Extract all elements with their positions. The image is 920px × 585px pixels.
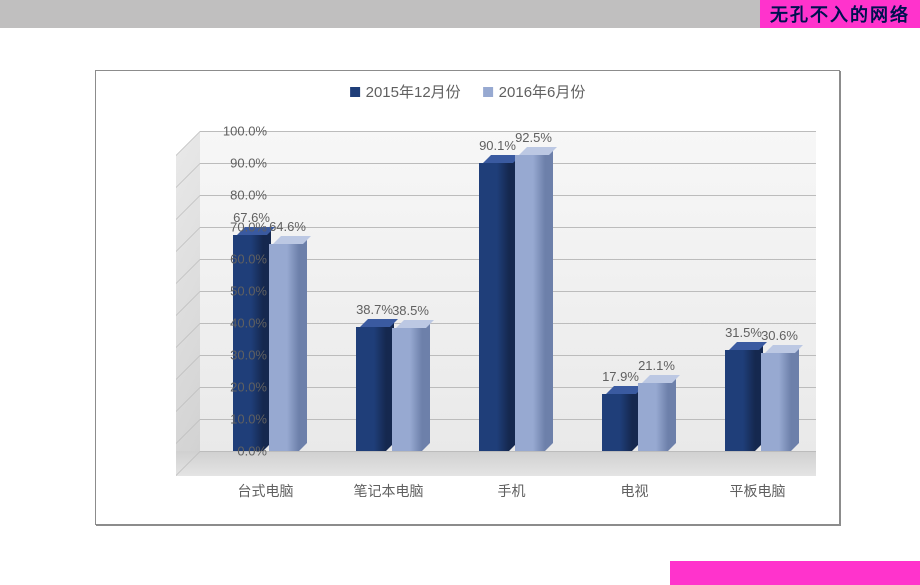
bar: [602, 394, 632, 451]
gridline: [200, 131, 816, 132]
header-title: 无孔不入的网络: [770, 1, 910, 27]
x-tick-label: 笔记本电脑: [354, 481, 424, 501]
legend-label-0: 2015年12月份: [366, 81, 461, 102]
bar: [479, 163, 509, 451]
bar-value-label: 92.5%: [515, 130, 552, 145]
bar-value-label: 38.7%: [356, 302, 393, 317]
y-tick-label: 80.0%: [207, 188, 267, 203]
x-tick-label: 平板电脑: [730, 481, 786, 501]
bar-value-label: 38.5%: [392, 303, 429, 318]
y-tick-label: 10.0%: [207, 412, 267, 427]
gridline: [200, 451, 816, 452]
bar: [269, 244, 299, 451]
bar-value-label: 17.9%: [602, 369, 639, 384]
y-tick-label: 50.0%: [207, 284, 267, 299]
legend-label-1: 2016年6月份: [499, 81, 586, 102]
x-tick-label: 台式电脑: [238, 481, 294, 501]
bar-value-label: 64.6%: [269, 219, 306, 234]
bar: [725, 350, 755, 451]
y-tick-label: 40.0%: [207, 316, 267, 331]
y-tick-label: 20.0%: [207, 380, 267, 395]
bar-value-label: 90.1%: [479, 138, 516, 153]
bar: [515, 155, 545, 451]
y-tick-label: 90.0%: [207, 156, 267, 171]
bar: [392, 328, 422, 451]
bar-value-label: 21.1%: [638, 358, 675, 373]
y-tick-label: 100.0%: [207, 124, 267, 139]
header-title-badge: 无孔不入的网络: [760, 0, 920, 28]
x-tick-label: 手机: [498, 481, 526, 501]
y-tick-label: 30.0%: [207, 348, 267, 363]
y-tick-label: 0.0%: [207, 444, 267, 459]
legend-swatch-1: [483, 87, 493, 97]
legend-item-1: 2016年6月份: [483, 81, 586, 102]
y-tick-label: 70.0%: [207, 220, 267, 235]
bar-value-label: 31.5%: [725, 325, 762, 340]
bar: [761, 353, 791, 451]
legend: 2015年12月份 2016年6月份: [350, 81, 586, 102]
y-tick-label: 60.0%: [207, 252, 267, 267]
bar-value-label: 30.6%: [761, 328, 798, 343]
floor: [176, 451, 816, 476]
footer-badge: [670, 561, 920, 585]
legend-swatch-0: [350, 87, 360, 97]
plot-area: 67.6%64.6%38.7%38.5%90.1%92.5%17.9%21.1%…: [176, 131, 816, 476]
bar: [638, 383, 668, 451]
x-tick-label: 电视: [621, 481, 649, 501]
legend-item-0: 2015年12月份: [350, 81, 461, 102]
bar: [356, 327, 386, 451]
chart-frame: 2015年12月份 2016年6月份 67.6%64.6%38.7%38.5%9…: [95, 70, 840, 525]
